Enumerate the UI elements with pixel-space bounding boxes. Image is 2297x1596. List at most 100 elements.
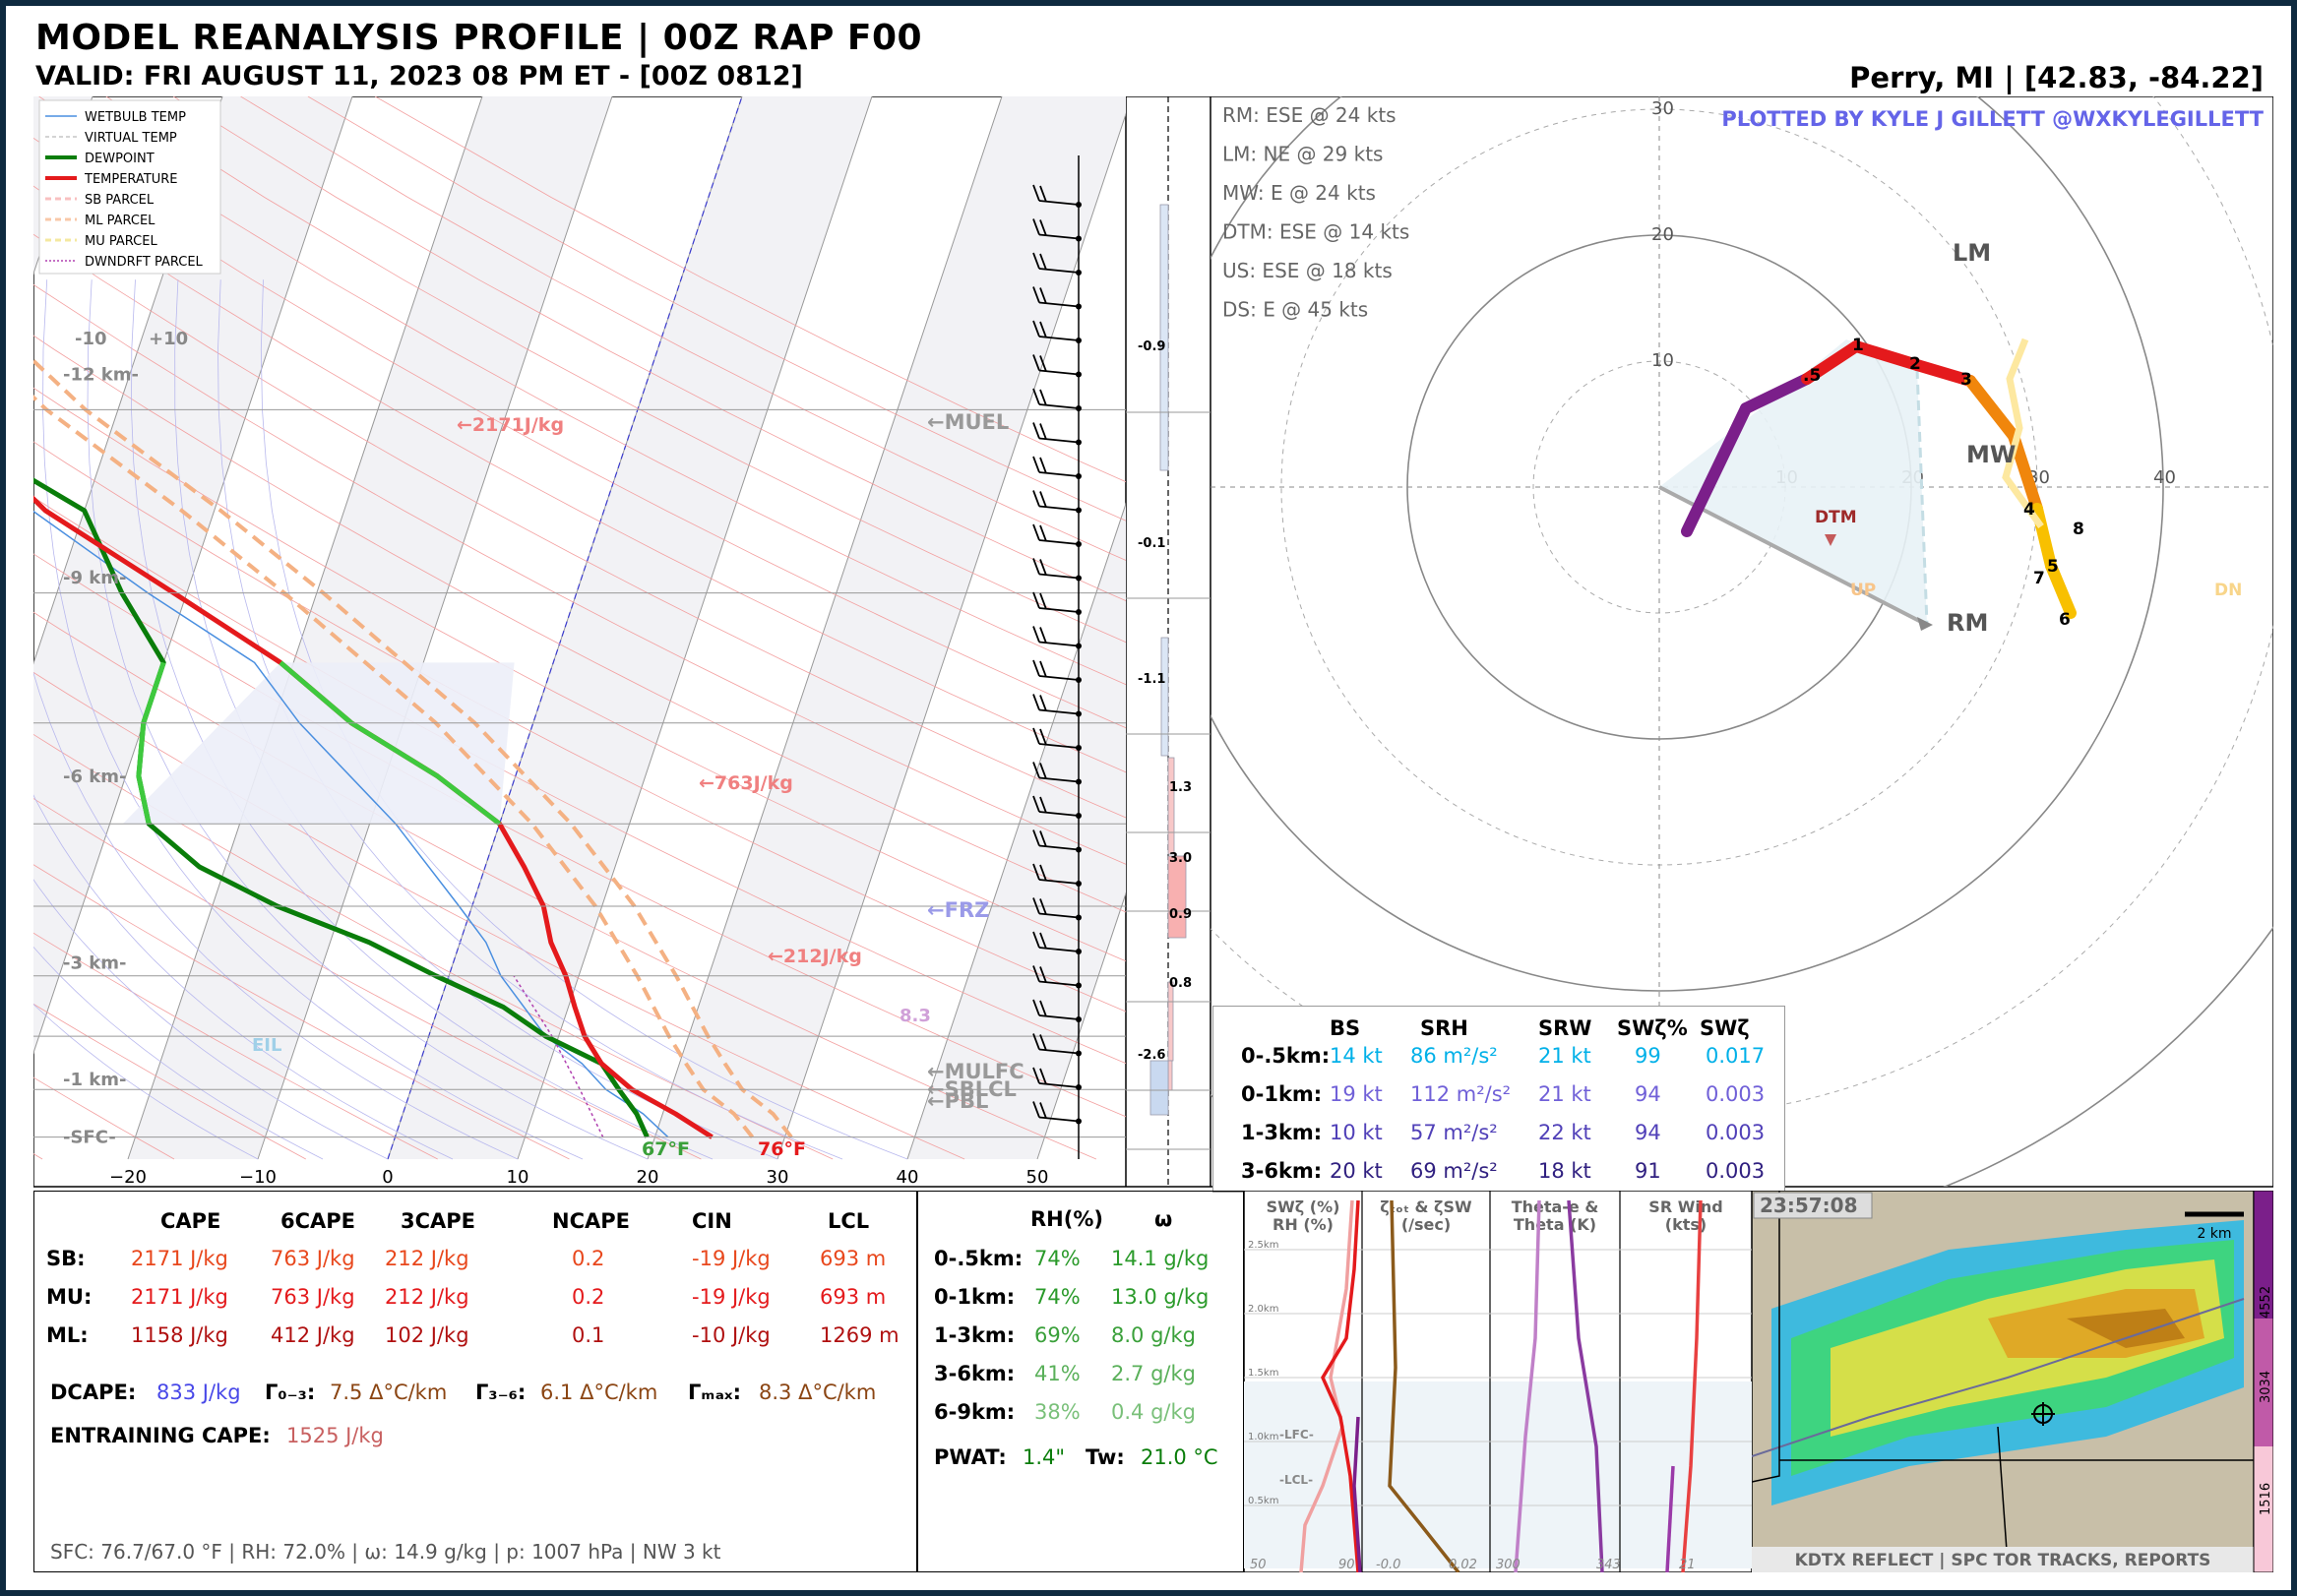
wind-barb-flag	[1032, 286, 1040, 303]
hodo-segment	[1911, 359, 1976, 387]
canvas: MODEL REANALYSIS PROFILE | 00Z RAP F00 V…	[6, 6, 2291, 1590]
temp-tick: 50	[1026, 1167, 1049, 1188]
colorbar-tick: 4552	[2259, 1286, 2273, 1319]
wind-barb-dot	[1076, 982, 1082, 989]
storm-motion-text: US: ESE @ 18 kts	[1222, 259, 1393, 282]
wind-barb-flag	[1032, 523, 1040, 541]
moist-w: 0.4 g/kg	[1111, 1400, 1196, 1424]
kin-cell: 86 m²/s²	[1410, 1044, 1498, 1068]
kin-cell: 0.003	[1706, 1082, 1766, 1106]
mini-title: RH (%)	[1273, 1215, 1334, 1234]
mini-x-label: 0.02	[1449, 1558, 1477, 1572]
dry-adiabat	[33, 932, 438, 1160]
mini-lcl: -LCL-	[1279, 1473, 1313, 1487]
kin-cell: 22 kt	[1538, 1121, 1591, 1144]
mini-profile-line	[1321, 1199, 1360, 1572]
isotherm	[127, 96, 483, 1160]
dry-adiabat	[33, 335, 1126, 913]
wind-barb-flag	[1032, 388, 1040, 405]
kin-cell: 21 kt	[1538, 1082, 1591, 1106]
level-label: ←MUEL	[927, 410, 1009, 434]
dry-adiabat	[33, 864, 570, 1160]
temp-range-label: -10	[75, 329, 107, 349]
height-label: -12 km-	[63, 365, 139, 386]
legend-entry: DWNDRFT PARCEL	[85, 255, 204, 270]
isotherm	[906, 502, 1126, 1160]
thermo-header: LCL	[828, 1209, 870, 1233]
wind-barb-flag	[1032, 252, 1040, 270]
mini-x-label: 343	[1596, 1558, 1621, 1572]
dry-adiabat	[33, 185, 1126, 773]
hodo-segment	[1801, 340, 1862, 385]
wind-barb-flag	[1032, 490, 1040, 507]
wind-barb-dot	[1076, 303, 1082, 310]
wind-barb-flag	[1039, 389, 1047, 406]
wind-barb-flag	[1039, 491, 1047, 508]
ecape-value: 1525 J/kg	[286, 1424, 384, 1447]
rm-arrow	[1917, 617, 1933, 631]
omega-value: -0.9	[1138, 339, 1165, 354]
hodo-marker: LM	[1953, 239, 1991, 267]
wind-barb-dot	[1076, 778, 1082, 785]
mini-title: (/sec)	[1401, 1215, 1451, 1234]
dry-adiabat	[33, 611, 1097, 1160]
wind-barb-flag	[1039, 253, 1047, 271]
hodo-ring-label: 20	[1651, 224, 1674, 245]
legend-entry: SB PARCEL	[85, 193, 155, 208]
lapse-value: 7.5 Δ°C/km	[330, 1381, 448, 1404]
colorbar-tick: 1516	[2259, 1483, 2273, 1515]
ecape-label: ENTRAINING CAPE:	[50, 1424, 271, 1447]
wind-barb-dot	[1076, 1050, 1082, 1057]
hodo-segment	[1681, 402, 1752, 537]
lapse-value: 6.1 Δ°C/km	[540, 1381, 658, 1404]
moisture-panel: RH(%) ω 0-.5km: 74% 14.1 g/kg 0-1km: 74% 13.0 g…	[917, 1191, 1244, 1572]
wind-barb-dot	[1076, 371, 1082, 378]
kin-cell: 14 kt	[1330, 1044, 1383, 1068]
moist-row-label: 6-9km:	[934, 1400, 1016, 1424]
mini-x-label: 90	[1338, 1558, 1355, 1572]
wind-barb-dot	[1076, 643, 1082, 649]
colorbar-frame	[2253, 1191, 2273, 1572]
wind-barb-dot	[1076, 745, 1082, 751]
hodo-point-label: .5	[1803, 366, 1821, 386]
mini-height: 2.0km	[1248, 1304, 1278, 1315]
wind-barb-dot	[1076, 202, 1082, 208]
cape-label: ←763J/kg	[699, 772, 793, 794]
kin-cell: 0.003	[1706, 1121, 1766, 1144]
omega-value: 0.8	[1169, 976, 1192, 991]
dewpoint-sfc-label: 67°F	[642, 1138, 690, 1160]
wind-barb-flag	[1032, 795, 1040, 813]
level-label: ←MULFC	[927, 1060, 1024, 1083]
wind-barb-dot	[1076, 813, 1082, 819]
omega-bar	[1160, 637, 1169, 757]
wind-barb-dot	[1076, 1016, 1082, 1022]
hodo-point-label: 8	[2073, 520, 2084, 539]
temp-tick: −20	[109, 1167, 147, 1188]
storm-motion-vector	[1658, 485, 1928, 627]
dry-adiabat	[33, 496, 1126, 1065]
thermo-header: CAPE	[160, 1209, 221, 1233]
kin-cell: 0.017	[1706, 1044, 1766, 1068]
cape-label: ←212J/kg	[768, 946, 862, 967]
wind-barb-flag	[1032, 694, 1040, 710]
hodo-upper-trace	[2002, 338, 2044, 529]
wind-barb-dot	[1076, 609, 1082, 615]
wind-barb-flag	[1039, 932, 1047, 950]
omega-value: -2.6	[1138, 1048, 1165, 1063]
pwat-value: 1.4"	[1023, 1445, 1066, 1469]
thermo-header: NCAPE	[552, 1209, 630, 1233]
wind-barb-flag	[1032, 626, 1040, 643]
legend: WETBULB TEMP VIRTUAL TEMP DEWPOINT TEMPERAT…	[38, 99, 221, 275]
wind-barb-dot	[1076, 235, 1082, 242]
hodo-frame	[1211, 96, 2273, 1188]
omega-value: 3.0	[1169, 851, 1192, 866]
isotherm	[33, 96, 353, 1055]
wind-barb-flag	[1032, 659, 1040, 677]
hodo-point-label: 6	[2059, 610, 2071, 630]
hodo-point-label: 2	[1909, 354, 1921, 374]
mini-title: Theta (K)	[1514, 1215, 1596, 1234]
wind-barb-dot	[1076, 846, 1082, 853]
radar-caption-box	[1752, 1547, 2254, 1572]
kin-cell: 112 m²/s²	[1410, 1082, 1512, 1106]
thermo-cell: 0.1	[572, 1323, 605, 1347]
